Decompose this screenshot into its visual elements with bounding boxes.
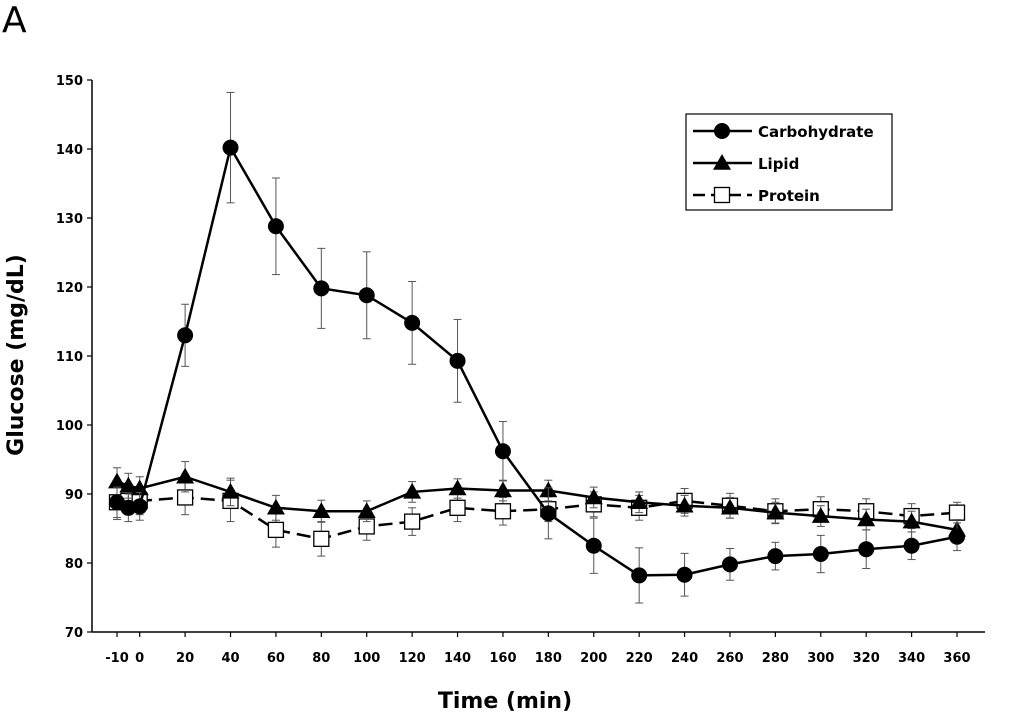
legend-label-protein: Protein [758, 187, 820, 205]
x-tick-label: 280 [762, 651, 789, 666]
series-layer [108, 91, 966, 604]
lipid-point [119, 476, 138, 493]
protein-point [267, 521, 285, 539]
carbohydrate-point [903, 537, 920, 554]
lipid-point [266, 498, 285, 515]
y-tick-label: 110 [56, 350, 83, 365]
x-axis-title: Time (min) [438, 689, 572, 714]
series-carbohydrate [109, 91, 965, 604]
carbohydrate-point [812, 546, 829, 563]
carbohydrate-point [177, 327, 194, 344]
x-tick-label: -10 [105, 651, 129, 666]
legend-label-carbohydrate: Carbohydrate [758, 123, 874, 141]
x-tick-label: 180 [535, 651, 562, 666]
panel-label: A [2, 0, 27, 41]
lipid-point [357, 502, 376, 518]
lipid-point [857, 510, 876, 527]
protein-line [116, 496, 958, 541]
lipid-point [493, 481, 512, 498]
lipid-point [630, 493, 649, 510]
lipid-point [176, 467, 195, 484]
carbohydrate-point [949, 528, 965, 545]
x-tick-label: 0 [135, 651, 144, 666]
carbohydrate-point [449, 352, 466, 369]
carbohydrate-line [116, 144, 958, 577]
y-tick-label: 90 [65, 488, 83, 503]
lipid-point [108, 472, 126, 489]
y-tick-label: 80 [65, 557, 83, 572]
y-tick-label: 70 [65, 626, 83, 641]
lipid-point [675, 496, 694, 513]
legend-label-lipid: Lipid [758, 155, 799, 173]
carbohydrate-point [313, 280, 330, 297]
y-tick-label: 130 [56, 212, 83, 227]
carbohydrate-point [631, 567, 648, 584]
carbohydrate-point [267, 218, 284, 235]
legend-item-lipid: Lipid [693, 154, 799, 173]
x-tick-label: 300 [807, 651, 834, 666]
carbohydrate-point [358, 287, 375, 304]
y-tick-label: 120 [56, 281, 83, 296]
y-tick-label: 140 [56, 143, 83, 158]
protein-point [403, 513, 421, 530]
carbohydrate-point [222, 139, 239, 156]
lipid-point [403, 482, 422, 499]
y-axis-title: Glucose (mg/dL) [4, 254, 29, 456]
y-tick-label: 100 [56, 419, 83, 434]
carbohydrate-point [404, 314, 421, 331]
lipid-point [720, 498, 739, 515]
legend: Carbohydrate Lipid Protein [685, 113, 893, 211]
lipid-point [902, 512, 921, 529]
x-tick-label: 220 [626, 651, 653, 666]
legend-marker-lipid [713, 154, 731, 170]
x-tick-label: 100 [353, 651, 380, 666]
legend-item-carbohydrate: Carbohydrate [693, 123, 874, 141]
lipid-point [584, 488, 603, 505]
x-tick-label: 200 [580, 651, 607, 666]
legend-marker-protein [713, 186, 731, 204]
carbohydrate-point [858, 541, 875, 558]
carbohydrate-point [585, 537, 602, 554]
protein-point [948, 504, 966, 521]
x-tick-label: 60 [267, 651, 285, 666]
lipid-point [448, 479, 467, 496]
lipid-line [116, 475, 958, 532]
lipid-point [221, 482, 240, 499]
x-tick-label: 360 [943, 651, 970, 666]
legend-item-protein: Protein [693, 186, 820, 205]
x-tick-label: 240 [671, 651, 698, 666]
lipid-point [312, 502, 331, 518]
carbohydrate-point [540, 505, 557, 522]
axes: 70 80 90 100 110 120 130 140 150 -10 0 20 40 60 80 100 1… [56, 74, 985, 666]
lipid-point [766, 503, 785, 520]
x-tick-label: 320 [853, 651, 880, 666]
lipid-point [811, 507, 830, 523]
x-tick-label: 40 [221, 651, 239, 666]
y-tick-label: 150 [56, 74, 83, 89]
legend-marker-carbohydrate [714, 123, 730, 139]
x-tick-label: 340 [898, 651, 925, 666]
x-tick-label: 20 [176, 651, 194, 666]
x-tick-label: 260 [716, 651, 743, 666]
carbohydrate-point [676, 566, 693, 583]
x-tick-label: 160 [489, 651, 516, 666]
protein-point [494, 503, 512, 520]
protein-point [449, 499, 466, 516]
carbohydrate-point [131, 498, 148, 515]
x-tick-label: 80 [312, 651, 330, 666]
x-tick-label: 120 [399, 651, 426, 666]
carbohydrate-point [767, 548, 784, 565]
carbohydrate-point [721, 556, 738, 573]
x-tick-label: 140 [444, 651, 471, 666]
protein-point [313, 530, 330, 547]
carbohydrate-point [494, 443, 511, 460]
series-lipid [108, 461, 966, 541]
